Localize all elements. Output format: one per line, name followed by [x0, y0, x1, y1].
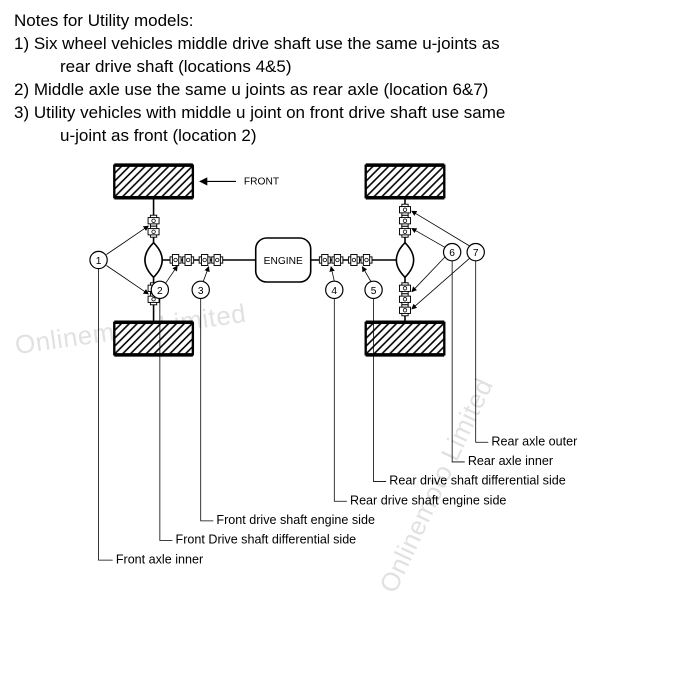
ujoint-4a: [319, 255, 330, 266]
svg-text:7: 7: [473, 248, 479, 259]
ujoint-rear-top-outer: [400, 204, 411, 215]
notes-line2: 2) Middle axle use the same u joints as …: [14, 79, 686, 102]
ujoint-3b: [212, 255, 223, 266]
ujoint-rear-top-inner: [400, 226, 411, 237]
ujoint-4b: [332, 255, 343, 266]
callout-1: Front axle inner: [116, 552, 203, 566]
ujoint-2a: [170, 255, 181, 266]
notes-block: Notes for Utility models: 1) Six wheel v…: [0, 0, 700, 148]
notes-heading: Notes for Utility models:: [14, 10, 686, 33]
ujoint-rear-bot-inner: [400, 283, 411, 294]
ujoint-front-top2: [148, 226, 159, 237]
svg-text:6: 6: [449, 248, 455, 259]
callout-6: Rear axle inner: [468, 454, 553, 468]
svg-text:3: 3: [198, 286, 204, 297]
front-top-tire: [114, 163, 193, 199]
rear-bottom-tire: [366, 321, 445, 357]
rear-top-tire: [366, 163, 445, 199]
marker-5: 5: [363, 267, 383, 298]
front-label: FRONT: [244, 177, 279, 188]
engine-label: ENGINE: [264, 256, 303, 267]
ujoint-rear-top-inner2: [400, 215, 411, 226]
ujoint-rear-bot-inner2: [400, 294, 411, 305]
ujoint-3a: [199, 255, 210, 266]
rear-differential: [396, 243, 413, 278]
ujoint-rear-bot-outer: [400, 305, 411, 316]
callout-5: Rear drive shaft differential side: [389, 474, 565, 488]
ujoint-front-top: [148, 215, 159, 226]
callout-2: Front Drive shaft differential side: [176, 533, 357, 547]
front-bottom-tire: [114, 321, 193, 357]
callout-7: Rear axle outer: [491, 434, 577, 448]
ujoint-5a: [348, 255, 359, 266]
callout-3: Front drive shaft engine side: [216, 513, 375, 527]
notes-line3b: u-joint as front (location 2): [14, 125, 686, 148]
marker-3: 3: [192, 267, 209, 298]
notes-line3a: 3) Utility vehicles with middle u joint …: [14, 102, 686, 125]
notes-line1a: 1) Six wheel vehicles middle drive shaft…: [14, 33, 686, 56]
marker-4: 4: [326, 267, 343, 298]
ujoint-2b: [183, 255, 194, 266]
drivetrain-diagram: ENGINE FRONT 1 2 3 4: [0, 150, 700, 700]
svg-text:5: 5: [371, 286, 377, 297]
ujoint-5b: [361, 255, 372, 266]
marker-6: 6: [412, 229, 461, 292]
svg-text:1: 1: [96, 256, 102, 267]
notes-line1b: rear drive shaft (locations 4&5): [14, 56, 686, 79]
callout-4: Rear drive shaft engine side: [350, 493, 506, 507]
svg-text:4: 4: [331, 286, 337, 297]
front-differential: [145, 243, 162, 278]
svg-text:2: 2: [157, 286, 163, 297]
